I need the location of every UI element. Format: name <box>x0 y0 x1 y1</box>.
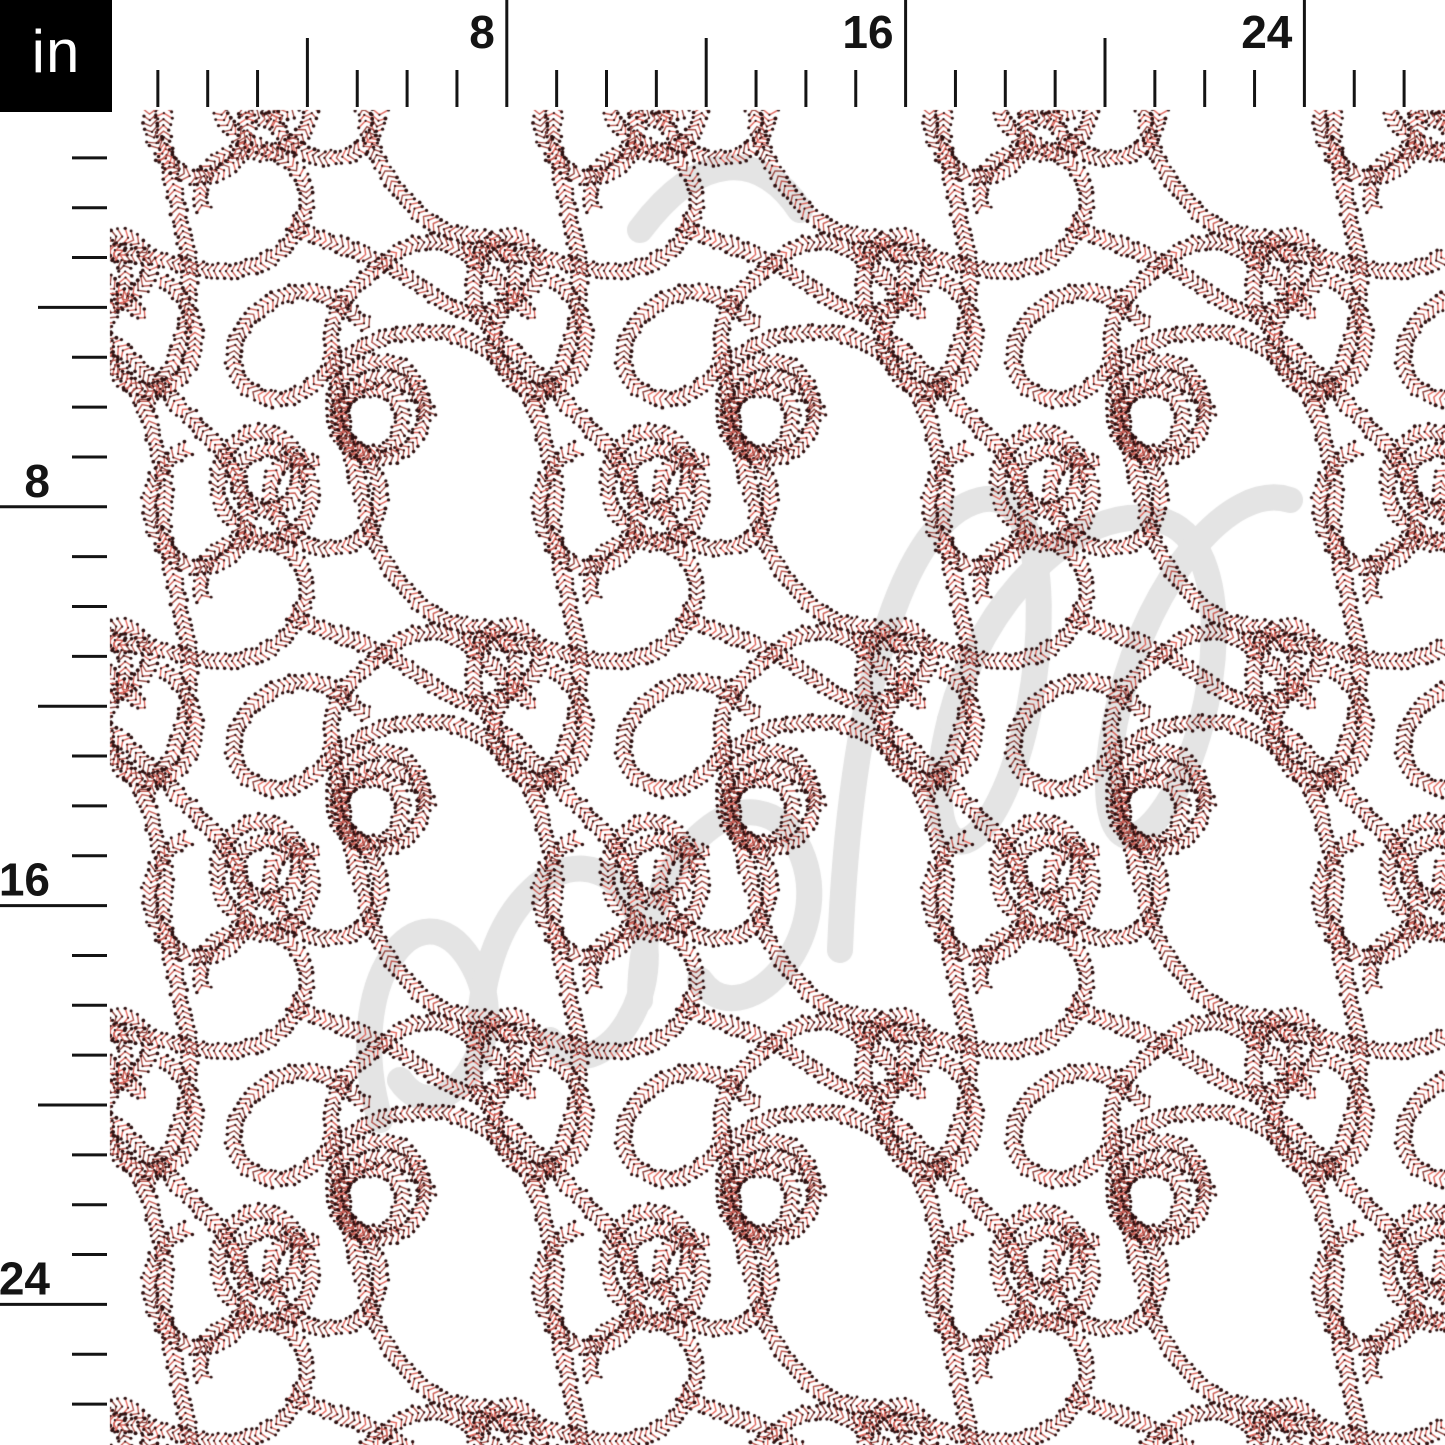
top-ruler-number: 8 <box>469 6 495 58</box>
left-ruler-number: 24 <box>0 1252 50 1304</box>
left-ruler-number: 8 <box>24 455 50 507</box>
left-ruler-number: 16 <box>0 854 50 906</box>
ruler-unit-box: in <box>0 0 112 112</box>
ruler-unit-label: in <box>31 18 81 85</box>
left-ruler: 8 16 24 <box>0 156 107 1406</box>
top-ruler-number: 24 <box>1241 6 1293 58</box>
top-ruler-number: 16 <box>842 6 893 58</box>
top-ruler: 8 16 24 <box>156 0 1406 107</box>
